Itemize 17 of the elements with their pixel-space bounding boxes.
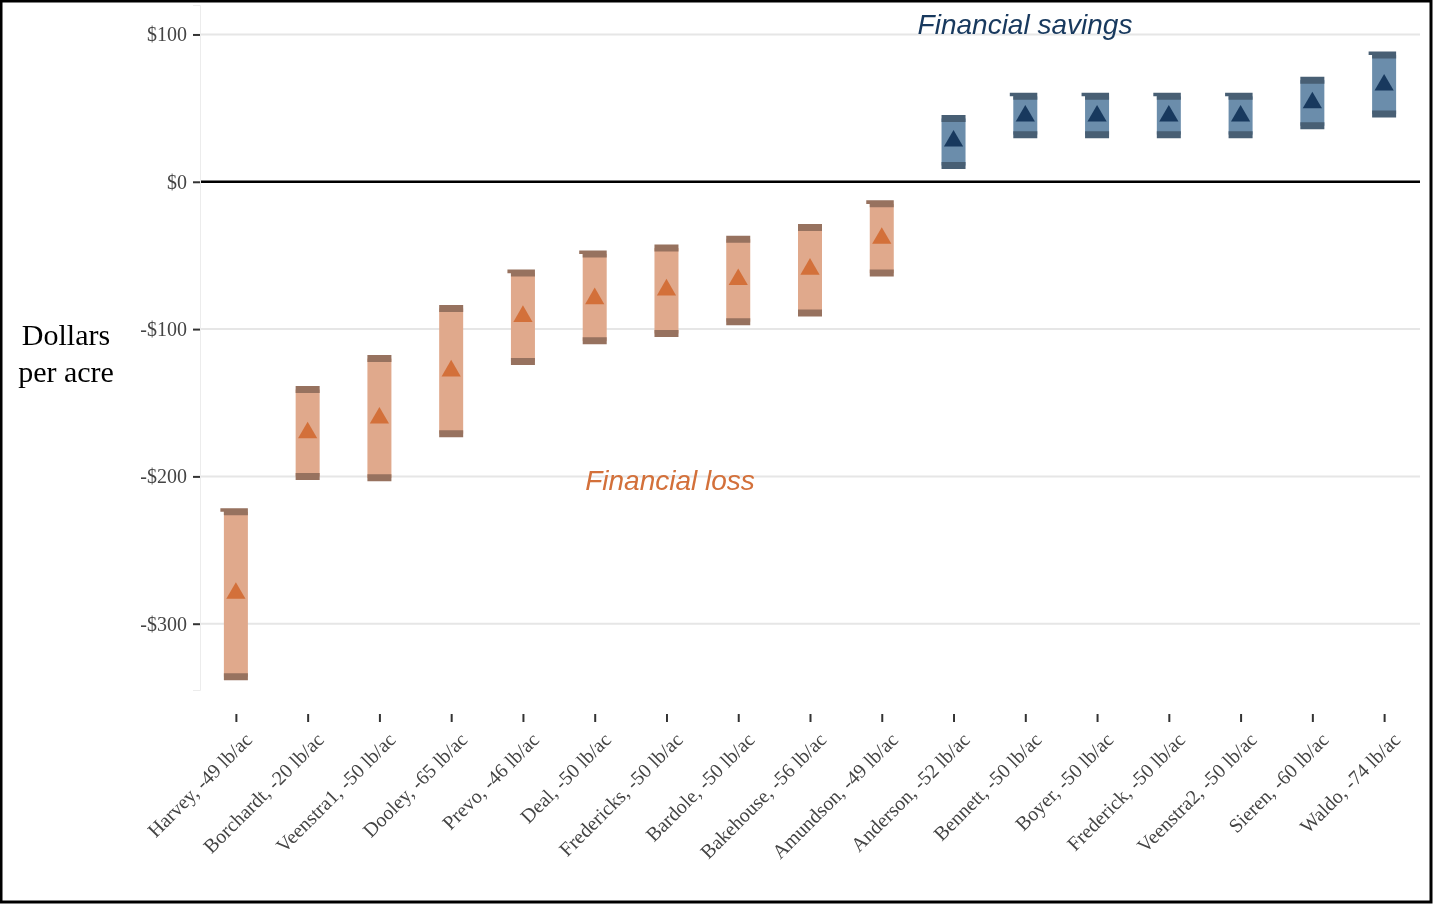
y-axis-title: Dollars per acre — [18, 318, 114, 388]
point — [226, 582, 246, 599]
y-tick-label: $0 — [167, 170, 187, 193]
point — [298, 421, 318, 439]
annotation: Financial loss — [585, 465, 755, 496]
point — [513, 305, 533, 322]
point — [728, 268, 748, 286]
point — [656, 278, 677, 296]
y-tick-label: $100 — [147, 23, 187, 46]
point — [441, 359, 461, 377]
y-tick-label: -$100 — [140, 317, 187, 340]
point — [585, 287, 605, 305]
point — [800, 258, 820, 275]
y-tick-label: -$200 — [140, 465, 187, 488]
y-tick-label: -$300 — [140, 612, 187, 635]
annotation: Financial savings — [917, 9, 1133, 40]
point — [369, 406, 390, 424]
